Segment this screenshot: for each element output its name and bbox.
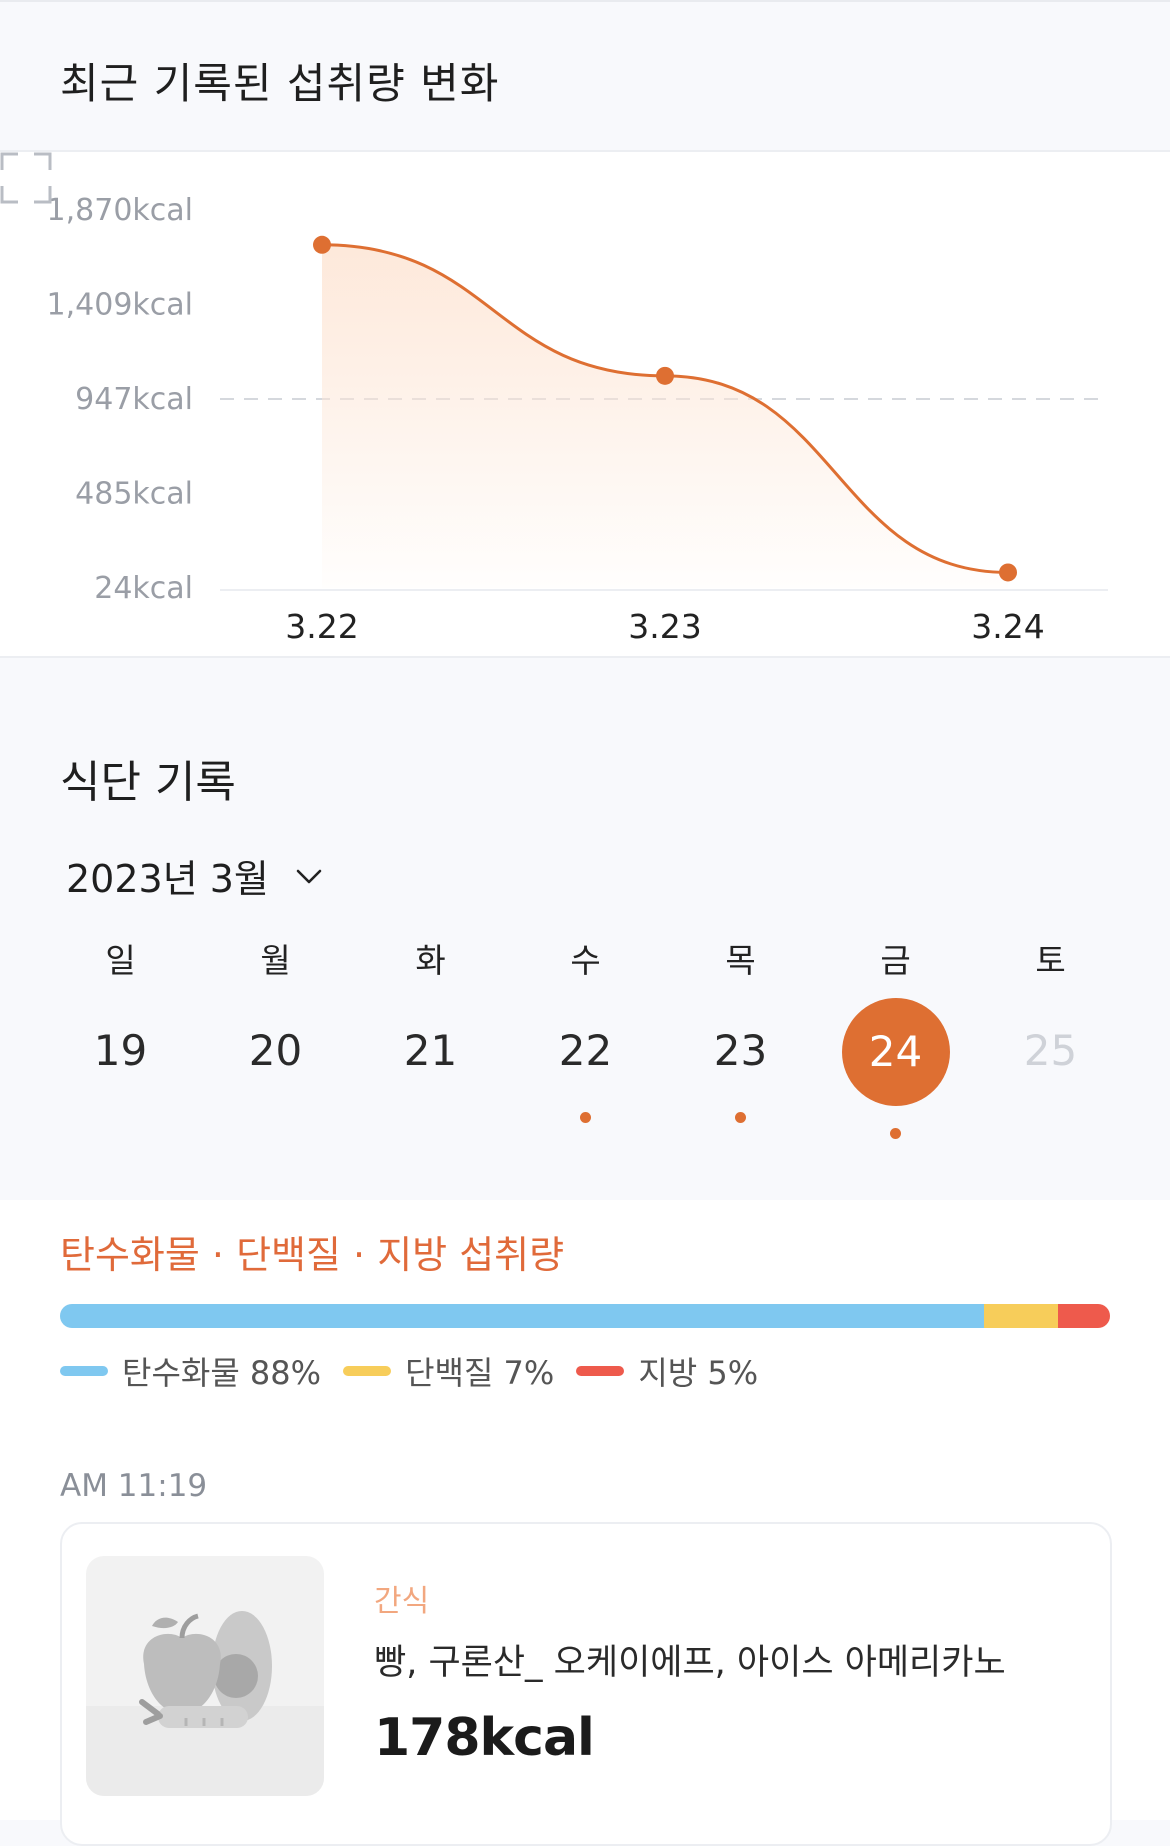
month-label: 2023년 3월 (66, 857, 269, 901)
expand-icon[interactable] (0, 152, 52, 204)
legend-label: 지방 5% (638, 1354, 759, 1392)
meal-time: AM 11:19 (60, 1468, 208, 1504)
day-number: 23 (713, 1026, 768, 1075)
y-tick-label: 1,870kcal (47, 193, 193, 228)
data-point[interactable] (999, 563, 1017, 582)
calendar-day-20[interactable]: 20 (198, 1004, 353, 1124)
macro-title: 탄수화물 · 단백질 · 지방 섭취량 (60, 1233, 565, 1277)
weekday-label: 토 (1035, 941, 1066, 980)
page-title: 최근 기록된 섭취량 변화 (60, 59, 500, 108)
intake-area-fill (322, 244, 1008, 588)
legend-item: 단백질 7% (343, 1348, 554, 1394)
weekday-label: 일 (105, 941, 136, 980)
month-selector[interactable]: 2023년 3월 (66, 848, 323, 903)
meal-card[interactable]: 간식 빵, 구론산_ 오케이에프, 아이스 아메리카노 178kcal (60, 1522, 1112, 1846)
meal-type-label: 간식 (374, 1584, 430, 1619)
y-tick-label: 485kcal (75, 477, 193, 512)
calendar-day-21[interactable]: 21 (353, 1004, 508, 1124)
day-number: 25 (1023, 1026, 1078, 1075)
fruit-vegetable-placeholder-icon (86, 1611, 324, 1796)
top-divider (0, 0, 1170, 2)
day-row: 19 20 21 22 23 24 25 (43, 998, 1128, 1139)
day-number: 21 (403, 1026, 458, 1075)
y-tick-label: 947kcal (75, 382, 193, 417)
calendar-day-23[interactable]: 23 (663, 1004, 818, 1124)
data-point[interactable] (656, 366, 674, 385)
weekday-label: 월 (260, 941, 291, 980)
record-indicator-dot (890, 1128, 901, 1139)
intake-chart-card: 1,870kcal 1,409kcal 947kcal 485kcal 24kcal 3.… (0, 150, 1170, 658)
legend-label: 단백질 7% (405, 1354, 555, 1392)
intake-line-chart: 1,870kcal 1,409kcal 947kcal 485kcal 24kcal 3.… (47, 193, 1108, 646)
record-indicator-dot (580, 1112, 591, 1123)
meal-thumbnail (86, 1556, 324, 1796)
day-number: 19 (93, 1026, 148, 1075)
legend-item: 지방 5% (576, 1348, 758, 1394)
weekday-label: 금 (880, 941, 911, 980)
macro-segment-2 (1057, 1304, 1110, 1328)
legend-label: 탄수화물 88% (122, 1354, 322, 1392)
macro-segment-0 (60, 1304, 984, 1328)
data-point[interactable] (313, 235, 331, 254)
chevron-down-icon (296, 869, 322, 883)
y-tick-label: 1,409kcal (47, 287, 193, 322)
legend-swatch (343, 1366, 392, 1376)
macro-legend: 탄수화물 88% 단백질 7% 지방 5% (60, 1348, 780, 1394)
y-tick-label: 24kcal (94, 571, 193, 606)
weekday-label: 목 (725, 941, 756, 980)
calendar-day-22[interactable]: 22 (508, 1004, 663, 1124)
chart-header: 최근 기록된 섭취량 변화 (0, 2, 1170, 150)
macro-ratio-bar (60, 1304, 1110, 1328)
legend-swatch (60, 1366, 108, 1376)
meal-kcal: 178kcal (374, 1708, 595, 1768)
legend-item: 탄수화물 88% (60, 1348, 321, 1394)
macro-section: 탄수화물 · 단백질 · 지방 섭취량 탄수화물 88% 단백질 7% 지방 5% … (0, 1200, 1170, 1846)
x-tick-label: 3.22 (285, 607, 358, 646)
legend-swatch (576, 1366, 625, 1376)
calendar-day-25: 25 (973, 1004, 1128, 1124)
x-tick-label: 3.24 (971, 607, 1044, 646)
day-number: 20 (248, 1026, 303, 1075)
macro-segment-1 (984, 1304, 1058, 1328)
weekday-label: 화 (415, 941, 446, 980)
calendar-day-19[interactable]: 19 (43, 1004, 198, 1124)
selected-day-highlight (842, 998, 950, 1106)
day-number: 22 (558, 1026, 613, 1075)
day-number: 24 (868, 1027, 923, 1076)
calendar-day-24[interactable]: 24 (818, 998, 973, 1139)
record-indicator-dot (735, 1112, 746, 1123)
diet-record-title: 식단 기록 (60, 757, 236, 808)
weekday-label: 수 (570, 941, 601, 980)
x-tick-label: 3.23 (628, 607, 701, 646)
meal-items: 빵, 구론산_ 오케이에프, 아이스 아메리카노 (374, 1643, 1006, 1683)
